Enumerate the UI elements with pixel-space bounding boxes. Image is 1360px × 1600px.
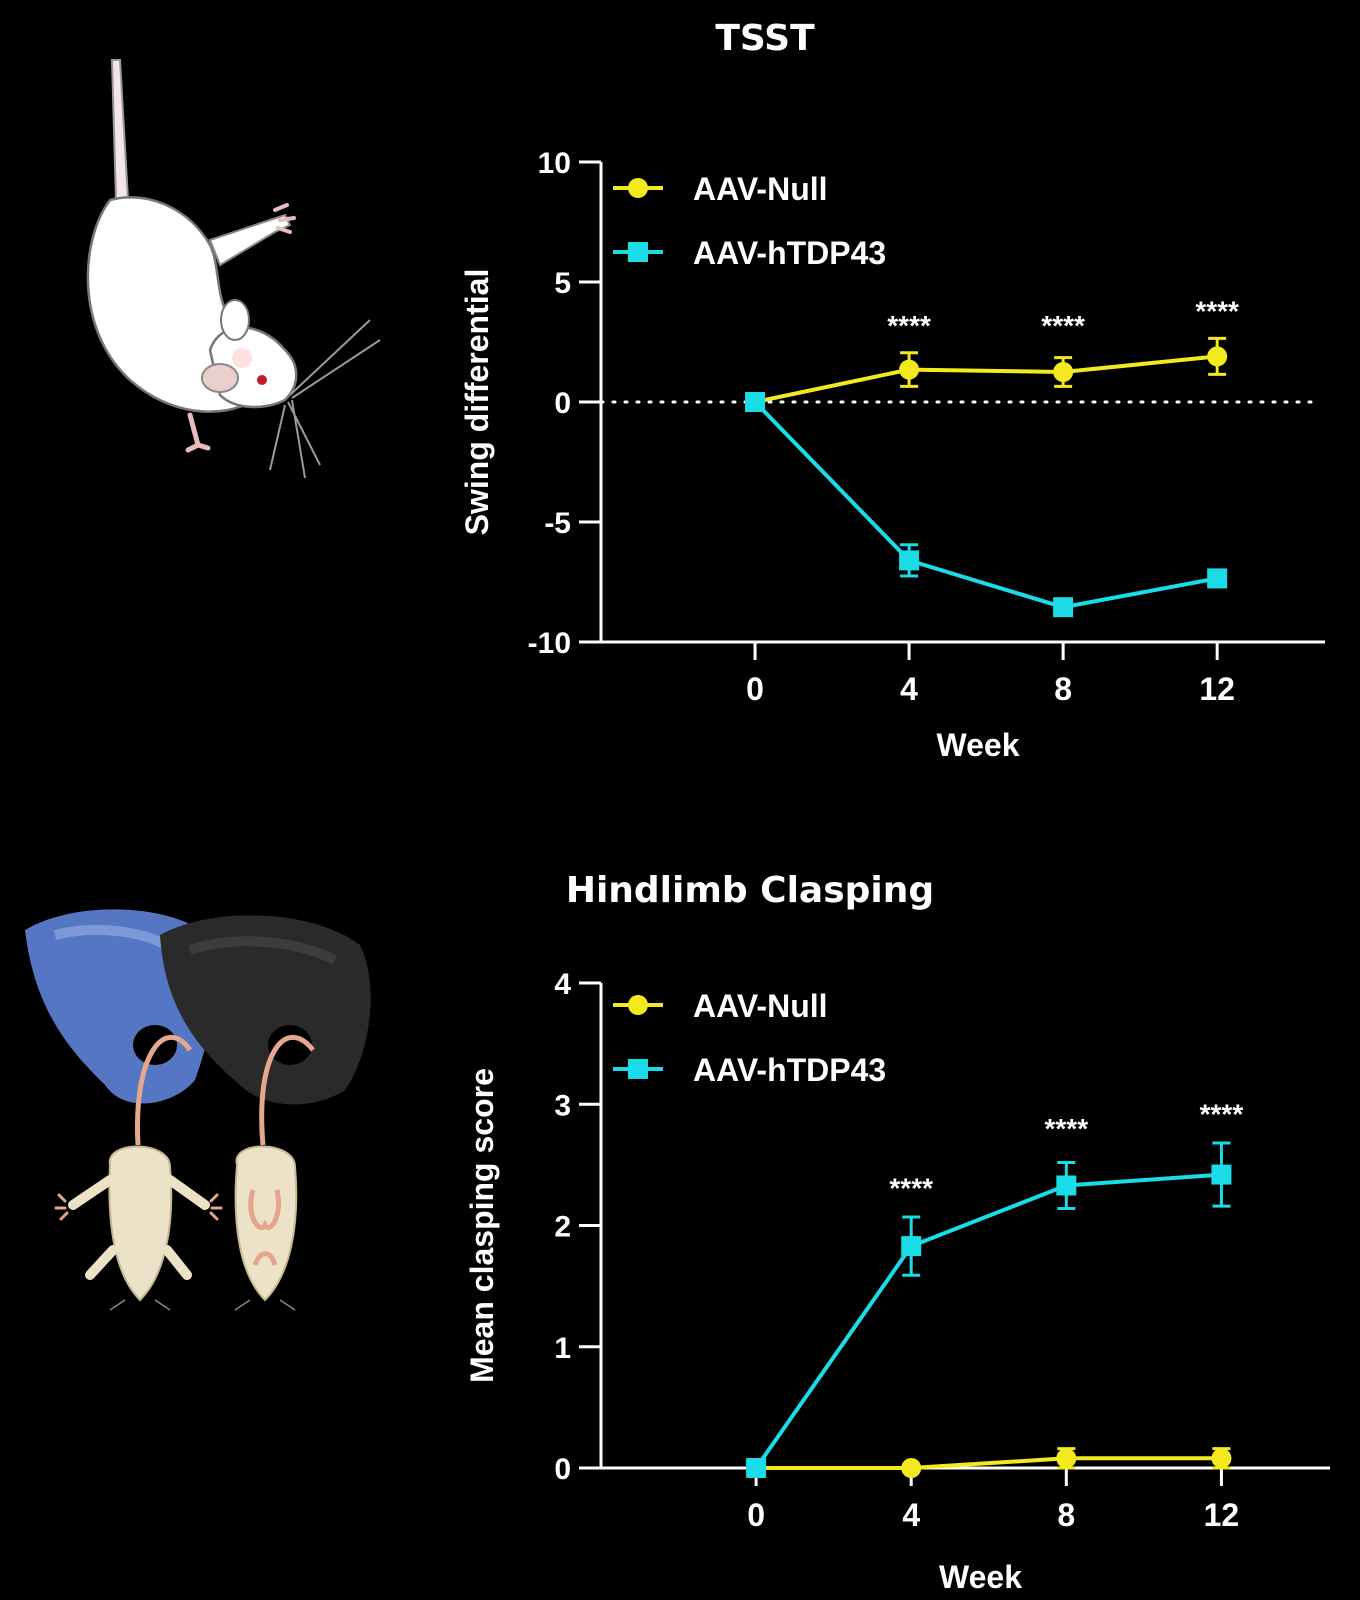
y-tick-label: 5: [554, 267, 571, 300]
x-tick-label: 12: [1199, 671, 1235, 707]
x-tick-label: 0: [746, 671, 764, 707]
x-tick-label: 0: [747, 1497, 765, 1533]
y-axis-label: Swing differential: [459, 269, 495, 536]
x-tick-label: 12: [1204, 1497, 1240, 1533]
legend-label: AAV-Null: [693, 171, 828, 207]
data-point: [1053, 597, 1074, 618]
significance-label: ****: [887, 310, 931, 341]
significance-label: ****: [1200, 1099, 1244, 1130]
data-point: [899, 550, 920, 571]
x-tick-label: 4: [900, 671, 918, 707]
data-point: [746, 1458, 767, 1478]
legend-label: AAV-Null: [693, 988, 828, 1024]
x-axis-label: Week: [936, 727, 1019, 763]
x-axis-label: Week: [939, 1559, 1022, 1595]
y-axis-label: Mean clasping score: [464, 1068, 500, 1383]
legend-marker: [628, 1059, 648, 1079]
series-aav-htdp43: [745, 392, 1228, 618]
y-tick-label: -10: [528, 627, 571, 660]
data-point: [1207, 346, 1228, 367]
mouse-tail-suspension-icon: [86, 59, 381, 479]
x-tick-label: 8: [1057, 1497, 1075, 1533]
chart-title-tsst: TSST: [715, 18, 815, 59]
data-point: [1053, 362, 1074, 382]
data-point: [1056, 1175, 1077, 1196]
data-point: [1211, 1448, 1232, 1469]
data-point: [1211, 1164, 1232, 1185]
legend-label: AAV-hTDP43: [693, 1052, 886, 1088]
tsst-chart: 10 5 0 -5 -10 0 4 8 12 Week Swing differential ****…: [459, 147, 1325, 763]
x-tick-label: 8: [1054, 671, 1072, 707]
data-point: [745, 392, 766, 412]
gloved-hands-holding-mice-icon: [25, 909, 371, 1311]
significance-label: ****: [1041, 310, 1085, 341]
data-point: [1056, 1448, 1077, 1469]
y-tick-label: 3: [554, 1089, 571, 1122]
series-line: [754, 1172, 1222, 1470]
y-tick-label: 4: [554, 968, 571, 1001]
series-line: [754, 354, 1218, 404]
data-point: [901, 1236, 922, 1257]
series-line: [756, 1456, 1222, 1470]
series-aav-htdp43: [746, 1141, 1232, 1478]
significance-label: ****: [1045, 1113, 1089, 1144]
legend-label: AAV-hTDP43: [693, 235, 886, 271]
series-aav-null: [746, 1447, 1232, 1478]
legend-marker: [628, 242, 648, 262]
data-point: [901, 1458, 922, 1478]
legend-marker: [628, 995, 648, 1015]
legend-marker: [628, 178, 648, 198]
data-point: [1207, 568, 1228, 589]
significance-label: ****: [889, 1173, 933, 1204]
y-tick-label: -5: [544, 507, 571, 540]
x-tick-label: 4: [902, 1497, 920, 1533]
y-tick-label: 1: [554, 1332, 571, 1365]
y-tick-label: 0: [554, 387, 571, 420]
significance-label: ****: [1195, 295, 1239, 326]
chart-title-hindlimb-clasping: Hindlimb Clasping: [565, 870, 935, 911]
data-point: [899, 359, 920, 380]
series-line: [753, 400, 1218, 610]
y-tick-label: 0: [554, 1453, 571, 1486]
hindlimb-clasping-chart: 4 3 2 1 0 0 4 8 12 Week Mean clasping score **** ***…: [464, 968, 1330, 1595]
y-tick-label: 2: [554, 1211, 571, 1244]
y-tick-label: 10: [538, 147, 571, 180]
